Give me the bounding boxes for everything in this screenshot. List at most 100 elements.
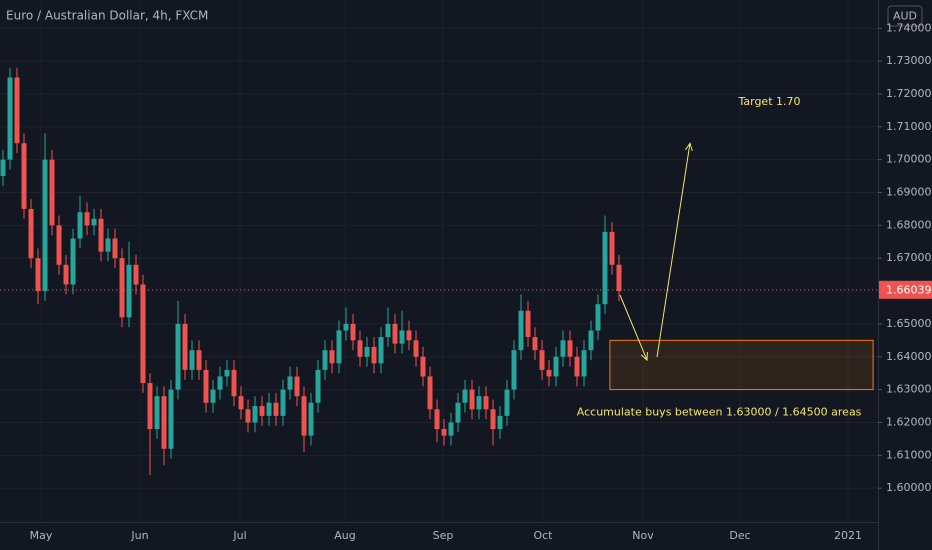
candle-body [448,422,454,436]
candle-body [518,310,524,351]
y-tick-label: 1.65000 [886,317,932,330]
buy-zone [609,339,874,391]
candle-body [0,159,6,177]
candle-body [413,340,419,357]
candle-body [196,350,202,370]
candle-body [245,409,251,423]
candle-body [525,310,531,338]
y-tick-label: 1.67000 [886,251,932,264]
arrow-line [619,294,648,361]
arrow-head [685,142,693,152]
candle-body [112,238,118,259]
candle-body [98,218,104,252]
candle-body [420,356,426,377]
candle-body [469,389,475,410]
candle-body [56,225,62,265]
candle-body [35,258,41,292]
candle-body [378,337,384,364]
candle-body [532,337,538,351]
x-tick-label: Jun [130,529,148,542]
candle-body [560,340,566,357]
candle-body [189,350,195,370]
candle-body [602,231,608,305]
candle-body [406,330,412,341]
y-tick-label: 1.61000 [886,448,932,461]
candle-body [441,429,447,436]
x-tick-label: Sep [433,529,454,542]
candle-body [42,159,48,292]
x-tick-label: Dec [729,529,750,542]
candle-body [588,330,594,351]
candle-body [126,264,132,318]
candle-body [315,369,321,403]
candle-body [357,340,363,357]
candle-body [280,389,286,416]
candle-body [511,350,517,390]
y-tick-label: 1.74000 [886,21,932,34]
candle-body [203,369,209,403]
candle-body [63,264,69,285]
candle-body [476,396,482,410]
x-tick-label: Jul [232,529,246,542]
y-tick-label: 1.70000 [886,153,932,166]
candle-body [350,323,356,341]
candle-body [224,369,230,377]
candle-body [133,264,139,285]
candle-body [343,323,349,331]
candle-body [7,77,13,160]
candle-body [364,346,370,357]
y-tick-label: 1.71000 [886,120,932,133]
x-tick-label: 2021 [834,529,862,542]
annotation: Target 1.70 [737,95,800,108]
plot [0,67,878,476]
candle-body [140,284,146,384]
candle-body [273,402,279,416]
candle-body [539,350,545,370]
candle-body [567,340,573,357]
candle-body [329,350,335,364]
candle-body [21,143,27,209]
y-tick-label: 1.62000 [886,415,932,428]
candle-body [119,258,125,318]
candle-body [427,376,433,410]
candle-body [462,389,468,403]
candle-body [574,356,580,377]
candle-body [161,396,167,449]
candle-body [49,159,55,226]
candle-body [616,264,622,292]
y-tick-label: 1.64000 [886,350,932,363]
y-tick-label: 1.68000 [886,218,932,231]
candle-body [308,402,314,436]
candle-body [84,212,90,226]
y-tick-label: 1.73000 [886,54,932,67]
x-tick-label: Nov [632,529,654,542]
y-tick-label: 1.63000 [886,383,932,396]
candle-body [231,369,237,397]
last-price-label: 1.66039 [886,283,932,296]
candle-body [546,369,552,377]
currency: AUD [893,10,917,23]
candle-body [252,406,258,423]
candle-body [595,304,601,331]
candle-body [301,396,307,436]
candle-body [210,389,216,403]
candle-body [287,376,293,390]
candle-body [70,238,76,285]
currency-badge [887,5,923,27]
candle-body [322,350,328,370]
candle-body [259,406,265,416]
candle-body [497,415,503,430]
candle-body [490,409,496,430]
candle-body [609,231,615,265]
arrow-line [656,143,691,358]
x-tick-label: Aug [334,529,355,542]
candle-body [182,323,188,370]
candle-body [434,409,440,430]
candle-body [175,323,181,390]
arrow-head [640,352,648,362]
y-tick-label: 1.69000 [886,186,932,199]
x-tick-label: Oct [533,529,553,542]
chart-title: Euro / Australian Dollar, 4h, FXCM [6,9,208,23]
